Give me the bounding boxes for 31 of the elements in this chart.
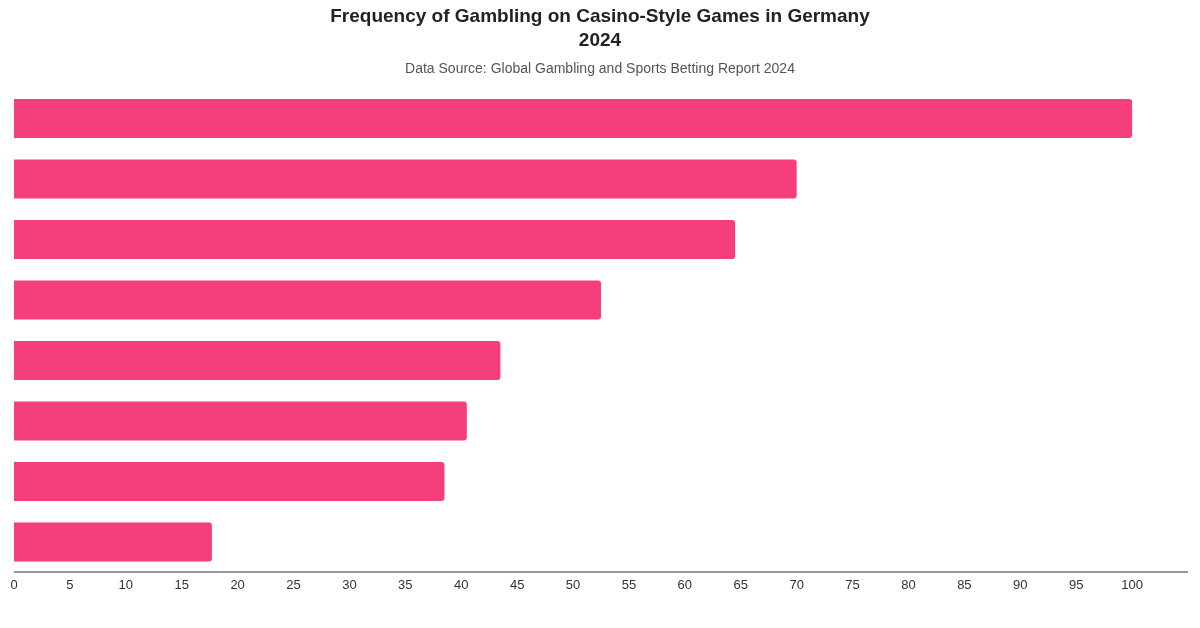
x-tick-label: 50 — [565, 577, 581, 593]
bar — [14, 98, 1133, 138]
x-tick-label: 90 — [1013, 577, 1028, 593]
x-tick-label: 15 — [174, 577, 189, 593]
chart-subtitle: Data Source: Global Gambling and Sports Betting Report 2024 — [404, 60, 796, 76]
x-tick-label: 85 — [957, 577, 972, 593]
x-tick-label: 5 — [66, 577, 74, 593]
x-tick-label: 40 — [454, 577, 469, 593]
chart-title: Frequency of Gambling on Casino-Style Games in Germany 2024 — [329, 4, 871, 52]
bar — [14, 280, 601, 320]
bar — [14, 461, 445, 501]
x-tick-label: 70 — [789, 577, 804, 593]
x-tick-label: 30 — [342, 577, 357, 593]
bar — [14, 401, 467, 441]
bar — [14, 522, 212, 562]
x-tick-label: 10 — [118, 577, 134, 593]
x-tick-label: 55 — [621, 577, 637, 593]
x-tick-label: 60 — [677, 577, 693, 593]
x-tick-label: 75 — [845, 577, 860, 593]
bar — [14, 219, 736, 259]
x-tick-label: 65 — [733, 577, 748, 593]
x-tick-label: 95 — [1068, 577, 1084, 593]
x-tick-label: 25 — [286, 577, 301, 593]
bar — [14, 340, 501, 380]
bar — [14, 159, 797, 199]
x-tick-label: 0 — [10, 577, 18, 593]
x-tick-label: 20 — [230, 577, 245, 593]
x-tick-label: 35 — [398, 577, 413, 593]
x-tick-label: 45 — [509, 577, 525, 593]
x-tick-label: 80 — [901, 577, 916, 593]
x-tick-label: 100 — [1121, 577, 1143, 593]
